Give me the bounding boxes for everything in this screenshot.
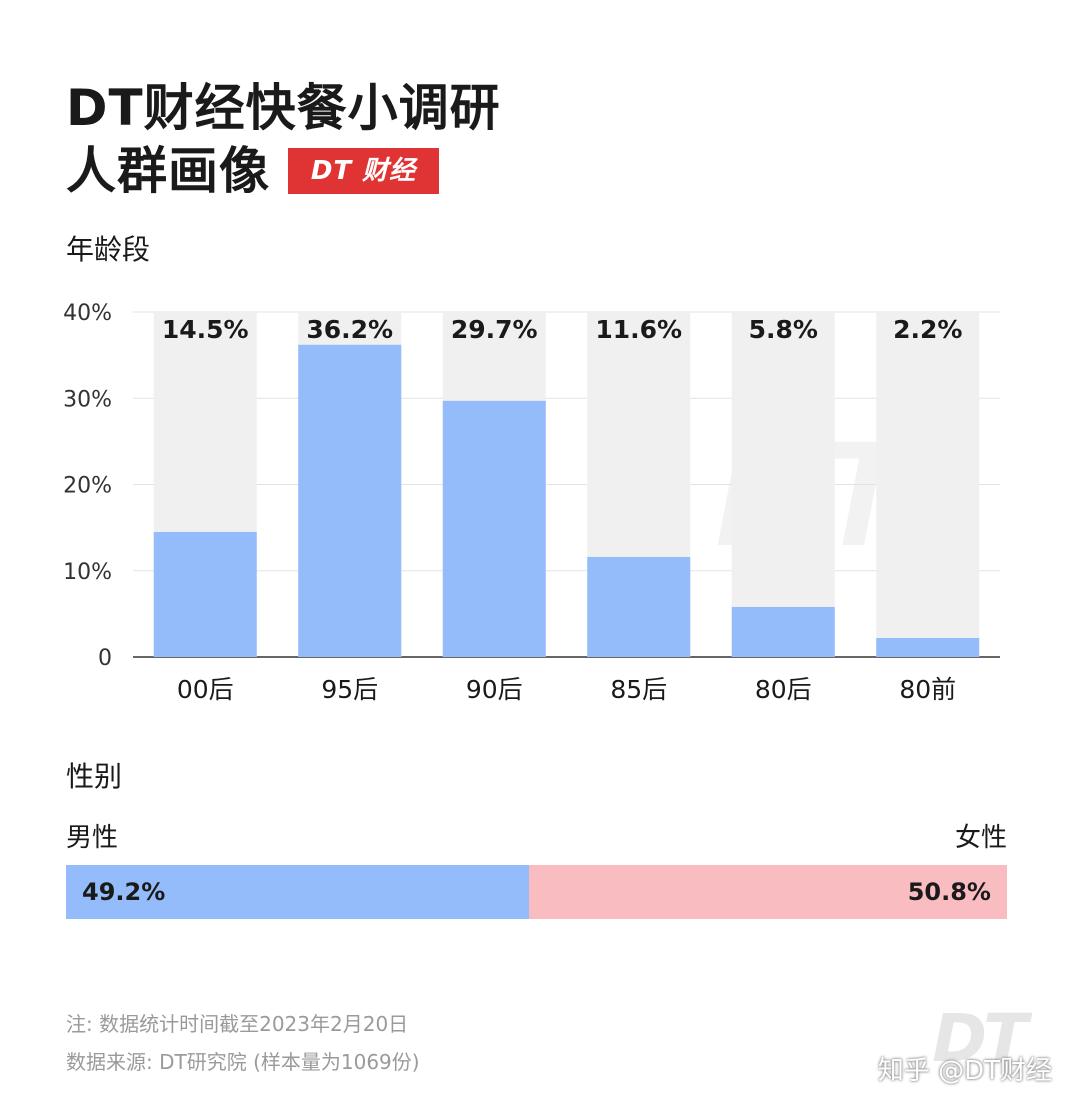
female-value: 50.8% [907, 878, 991, 906]
female-segment: 50.8% [528, 865, 1007, 919]
x-tick-label: 95后 [321, 675, 378, 704]
age-section-label: 年龄段 [66, 233, 151, 266]
age-bar-chart: DT 010%20%30%40%14.5%00后36.2%95后29.7%90后… [63, 301, 1000, 704]
bar [587, 556, 691, 657]
grid-layer [133, 311, 1000, 658]
gender-section-label: 性别 [66, 760, 123, 793]
bar-track [731, 312, 835, 657]
labels-layer: 0 10% 20% 30% 40% 14.5% 00后 36.2% 95后 29.7% 90后 11.… [63, 301, 962, 704]
bar-value-label: 11.6% [595, 315, 682, 344]
footer-watermark: 知乎 @DT财经 [877, 1056, 1052, 1086]
y-tick-label: 30% [63, 387, 112, 412]
female-label: 女性 [954, 823, 1007, 853]
brand-logo-badge: DT 财经 [288, 148, 439, 194]
x-tick-label: 00后 [177, 675, 234, 704]
male-value: 49.2% [82, 878, 166, 906]
bar-value-label: 14.5% [162, 315, 249, 344]
bar [876, 638, 980, 657]
y-tick-label: 0 [98, 646, 112, 671]
bar-value-label: 2.2% [893, 315, 962, 344]
x-tick-label: 90后 [466, 675, 523, 704]
y-tick-label: 20% [63, 474, 112, 499]
x-tick-label: 85后 [610, 675, 667, 704]
title-line2: 人群画像 [66, 142, 270, 200]
bar [731, 606, 835, 657]
page-title: DT财经快餐小调研 人群画像 DT 财经 [66, 78, 501, 201]
y-tick-label: 10% [63, 560, 112, 585]
bar-value-label: 5.8% [749, 315, 818, 344]
title-line2-row: 人群画像 DT 财经 [66, 141, 501, 201]
note-date: 注: 数据统计时间截至2023年2月20日 [66, 1012, 409, 1036]
bar [298, 344, 402, 657]
note-source: 数据来源: DT研究院 (样本量为1069份) [66, 1050, 420, 1074]
bar [442, 400, 546, 657]
bars-layer [153, 312, 980, 657]
bar-value-label: 29.7% [451, 315, 538, 344]
bar-value-label: 36.2% [306, 315, 393, 344]
x-tick-label: 80前 [899, 675, 956, 704]
bar-track [876, 312, 980, 657]
x-tick-label: 80后 [755, 675, 812, 704]
gender-split-bar: 49.2% 50.8% [66, 865, 1007, 919]
title-line1: DT财经快餐小调研 [66, 79, 501, 137]
footer-logo: DT [932, 1000, 1028, 1077]
male-label: 男性 [66, 823, 119, 853]
y-tick-label: 40% [63, 301, 112, 326]
male-segment: 49.2% [66, 865, 529, 919]
bar [153, 531, 257, 657]
